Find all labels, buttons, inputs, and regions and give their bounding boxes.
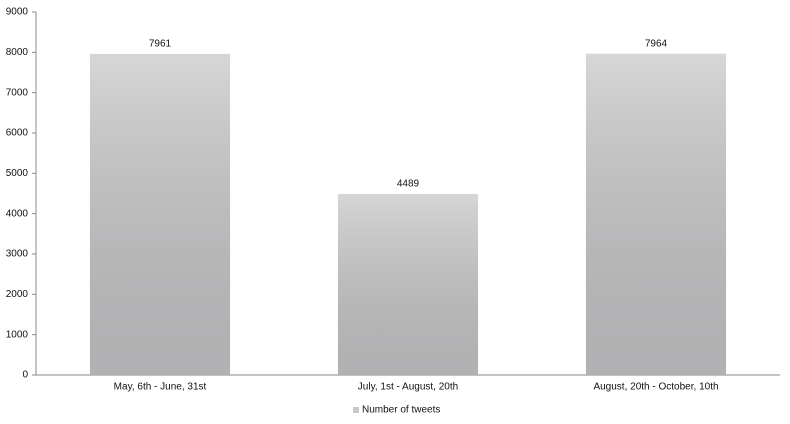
data-label: 7961 — [149, 39, 172, 50]
y-tick-label: 3000 — [6, 249, 29, 260]
data-label: 4489 — [397, 179, 420, 190]
legend-label: Number of tweets — [362, 405, 440, 416]
y-tick-label: 5000 — [6, 168, 29, 179]
y-tick-label: 4000 — [6, 208, 29, 219]
y-tick-label: 0 — [22, 370, 28, 381]
x-tick-label: August, 20th - October, 10th — [593, 382, 718, 393]
legend-swatch — [353, 407, 359, 413]
data-label: 7964 — [645, 38, 668, 49]
y-tick-label: 7000 — [6, 87, 29, 98]
x-tick-label: July, 1st - August, 20th — [358, 382, 458, 393]
y-tick-label: 6000 — [6, 128, 29, 139]
y-tick-label: 8000 — [6, 47, 29, 58]
x-tick-label: May, 6th - June, 31st — [114, 382, 207, 393]
y-tick-label: 1000 — [6, 329, 29, 340]
bar-shade — [89, 53, 231, 375]
bar-shade — [585, 53, 727, 375]
y-tick-label: 9000 — [6, 7, 29, 18]
bar-shade — [337, 193, 479, 375]
y-tick-label: 2000 — [6, 289, 29, 300]
